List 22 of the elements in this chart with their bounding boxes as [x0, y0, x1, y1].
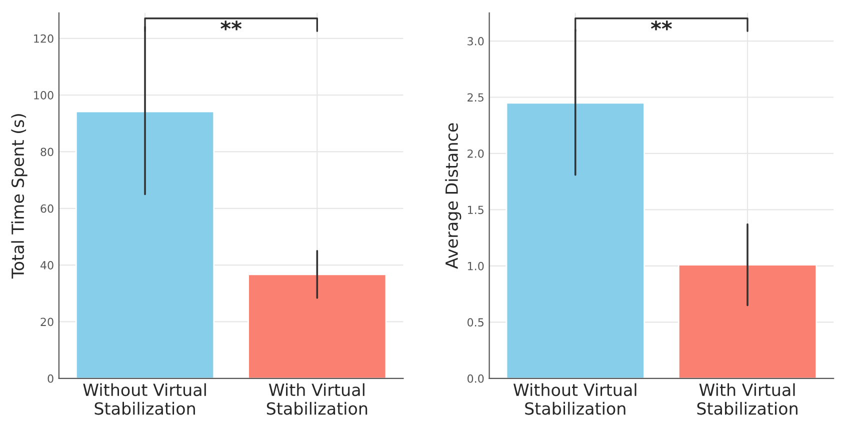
- y-tick-label: 20: [40, 318, 54, 326]
- x-tick-label: Without Virtual Stabilization: [513, 383, 636, 415]
- y-tick-label: 1.0: [468, 262, 484, 270]
- y-tick-label: 0.0: [467, 374, 484, 383]
- y-tick-label: 60: [40, 204, 54, 213]
- x-tick-label: With Virtual Stabilization: [697, 383, 798, 415]
- y-axis-title: Average Distance: [445, 123, 462, 269]
- y-tick-label: 100: [34, 91, 54, 100]
- y-tick-label: 0: [48, 374, 54, 383]
- y-tick-label: 80: [40, 148, 54, 156]
- annotation: **: [220, 20, 242, 30]
- y-tick-label: 2.0: [468, 149, 484, 158]
- annotation: **: [650, 20, 672, 30]
- x-tick-label: With Virtual Stabilization: [266, 383, 368, 415]
- y-axis-title: Total Time Spent (s): [11, 114, 28, 279]
- y-tick-label: 3.0: [468, 36, 484, 46]
- y-tick-label: 0.5: [467, 318, 484, 327]
- y-tick-label: 40: [40, 261, 54, 270]
- y-tick-label: 1.5: [468, 206, 484, 214]
- x-tick-label: Without Virtual Stabilization: [83, 383, 206, 415]
- y-tick-label: 120: [34, 34, 54, 43]
- y-tick-label: 2.5: [468, 93, 484, 102]
